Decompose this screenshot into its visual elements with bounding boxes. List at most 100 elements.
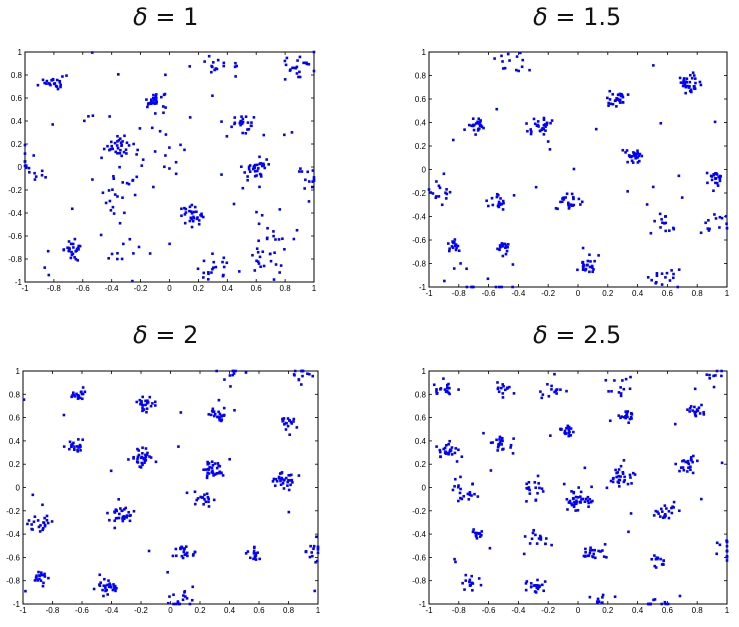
data-point bbox=[684, 84, 687, 88]
data-point bbox=[98, 573, 102, 577]
data-point bbox=[633, 473, 637, 476]
data-point bbox=[214, 265, 218, 269]
data-point bbox=[654, 509, 658, 513]
data-point bbox=[113, 511, 117, 514]
data-point bbox=[284, 428, 288, 431]
data-point bbox=[163, 165, 166, 169]
data-point bbox=[154, 404, 157, 407]
data-point bbox=[660, 602, 664, 606]
data-point bbox=[232, 372, 236, 375]
data-point bbox=[154, 93, 158, 96]
data-point bbox=[272, 234, 275, 238]
data-point bbox=[626, 160, 629, 164]
data-point bbox=[664, 276, 667, 279]
data-point bbox=[525, 122, 528, 125]
data-point bbox=[62, 445, 66, 448]
data-point bbox=[528, 542, 532, 545]
data-point bbox=[184, 211, 188, 214]
data-point bbox=[171, 554, 175, 558]
data-point bbox=[161, 105, 165, 108]
data-point bbox=[229, 385, 232, 388]
data-point bbox=[27, 519, 31, 522]
data-point bbox=[73, 256, 76, 259]
data-point bbox=[281, 237, 284, 241]
data-point bbox=[221, 274, 225, 278]
data-point bbox=[522, 552, 526, 556]
data-point bbox=[205, 492, 209, 496]
data-point bbox=[304, 550, 308, 554]
data-point bbox=[529, 585, 533, 589]
data-point bbox=[496, 381, 499, 384]
data-point bbox=[100, 156, 103, 160]
data-point bbox=[33, 579, 37, 582]
delta-symbol: δ bbox=[533, 321, 548, 349]
data-point bbox=[538, 584, 541, 588]
data-point bbox=[104, 586, 107, 590]
data-point bbox=[666, 602, 670, 606]
y-tick-label: 0.4 bbox=[415, 119, 427, 128]
data-point bbox=[253, 174, 257, 178]
data-point bbox=[596, 597, 600, 601]
data-point bbox=[47, 273, 51, 277]
data-point bbox=[509, 446, 512, 449]
data-point bbox=[712, 189, 715, 193]
data-point bbox=[301, 369, 305, 373]
data-point bbox=[112, 174, 115, 178]
x-tick-label: 0.6 bbox=[662, 606, 674, 615]
data-point bbox=[540, 487, 544, 490]
panel-title-value: = 2 bbox=[155, 321, 199, 349]
data-point bbox=[145, 98, 148, 101]
data-point bbox=[715, 541, 719, 545]
data-point bbox=[496, 193, 500, 197]
data-point bbox=[298, 70, 301, 74]
data-point bbox=[581, 260, 585, 264]
data-point bbox=[108, 518, 111, 522]
data-point bbox=[563, 429, 567, 433]
data-point bbox=[278, 271, 281, 274]
y-tick-label: -0.4 bbox=[412, 213, 426, 222]
data-point bbox=[544, 125, 547, 128]
data-point bbox=[71, 394, 74, 397]
data-point bbox=[724, 214, 728, 218]
data-point bbox=[281, 419, 285, 422]
data-point bbox=[206, 462, 210, 466]
data-point bbox=[43, 81, 46, 85]
y-tick-label: 0.6 bbox=[9, 414, 21, 423]
data-point bbox=[30, 523, 33, 526]
data-point bbox=[168, 595, 171, 598]
data-point bbox=[448, 448, 452, 452]
data-point bbox=[500, 443, 503, 446]
y-tick-label: -0.4 bbox=[6, 530, 20, 539]
data-point bbox=[604, 378, 608, 382]
data-point bbox=[38, 577, 41, 581]
data-point bbox=[496, 449, 499, 452]
data-point bbox=[196, 497, 200, 500]
x-tick-label: -0.8 bbox=[47, 284, 61, 293]
data-point bbox=[687, 462, 691, 466]
data-point bbox=[434, 196, 438, 200]
data-point bbox=[151, 101, 154, 105]
data-point bbox=[534, 185, 538, 189]
data-point bbox=[475, 537, 479, 540]
data-point bbox=[50, 78, 53, 82]
data-point bbox=[626, 190, 629, 193]
data-point bbox=[555, 388, 558, 392]
data-point bbox=[211, 407, 215, 411]
data-point bbox=[580, 200, 584, 204]
data-point bbox=[251, 167, 255, 171]
data-point bbox=[519, 51, 522, 55]
data-point bbox=[31, 528, 34, 531]
data-point bbox=[480, 533, 483, 537]
y-tick-label: 0.2 bbox=[415, 142, 427, 151]
data-point bbox=[77, 394, 80, 398]
data-point bbox=[113, 585, 116, 588]
data-point bbox=[549, 434, 552, 437]
data-point bbox=[32, 154, 36, 157]
data-point bbox=[473, 492, 476, 496]
data-point bbox=[77, 248, 80, 251]
data-point bbox=[451, 138, 455, 142]
data-point bbox=[621, 95, 625, 99]
data-point bbox=[559, 388, 562, 391]
data-point bbox=[526, 129, 529, 133]
y-tick-label: 1 bbox=[16, 367, 21, 376]
